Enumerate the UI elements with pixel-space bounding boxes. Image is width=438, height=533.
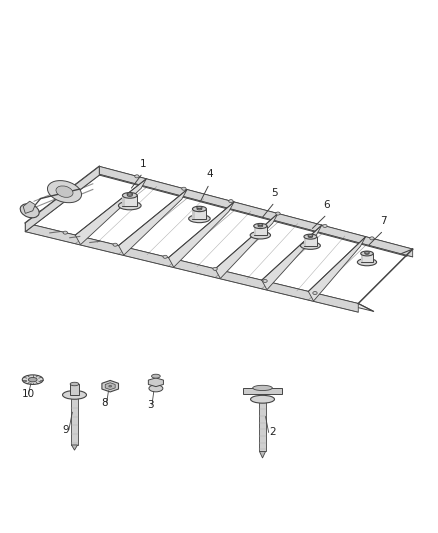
Polygon shape <box>169 202 234 267</box>
Ellipse shape <box>263 279 267 282</box>
Ellipse shape <box>258 225 263 227</box>
Text: 6: 6 <box>324 200 330 210</box>
Polygon shape <box>259 399 265 451</box>
Ellipse shape <box>109 385 112 387</box>
Ellipse shape <box>276 212 280 215</box>
Text: 5: 5 <box>272 188 278 198</box>
Polygon shape <box>119 190 187 255</box>
Polygon shape <box>94 166 413 256</box>
Ellipse shape <box>304 234 317 239</box>
Ellipse shape <box>63 231 67 234</box>
Polygon shape <box>123 196 125 206</box>
Ellipse shape <box>70 382 79 386</box>
Ellipse shape <box>313 292 317 295</box>
Polygon shape <box>25 166 99 232</box>
Polygon shape <box>192 209 206 219</box>
Polygon shape <box>304 237 306 246</box>
Ellipse shape <box>47 181 81 203</box>
Polygon shape <box>304 237 317 246</box>
Ellipse shape <box>63 391 86 399</box>
Polygon shape <box>25 223 358 312</box>
Ellipse shape <box>123 192 137 198</box>
Polygon shape <box>258 224 263 226</box>
Ellipse shape <box>163 255 167 259</box>
Ellipse shape <box>323 224 327 228</box>
Text: 9: 9 <box>63 425 69 435</box>
Ellipse shape <box>56 186 73 197</box>
Ellipse shape <box>149 385 163 392</box>
Ellipse shape <box>28 377 37 382</box>
Ellipse shape <box>213 268 217 270</box>
Ellipse shape <box>300 242 320 249</box>
Polygon shape <box>127 193 133 195</box>
Polygon shape <box>71 445 78 450</box>
Polygon shape <box>361 254 363 262</box>
Polygon shape <box>243 388 282 393</box>
Ellipse shape <box>361 251 373 256</box>
Polygon shape <box>105 383 115 390</box>
Ellipse shape <box>20 204 39 218</box>
Ellipse shape <box>229 199 233 203</box>
Text: 3: 3 <box>147 400 154 410</box>
Polygon shape <box>102 381 119 392</box>
Text: 2: 2 <box>269 427 276 438</box>
Polygon shape <box>70 384 79 395</box>
Polygon shape <box>71 395 78 445</box>
Text: 4: 4 <box>206 169 213 180</box>
Ellipse shape <box>253 385 272 391</box>
Polygon shape <box>254 226 267 235</box>
Ellipse shape <box>250 231 271 239</box>
Ellipse shape <box>370 237 374 240</box>
Polygon shape <box>259 451 265 458</box>
Ellipse shape <box>22 375 43 384</box>
Ellipse shape <box>135 175 139 178</box>
Polygon shape <box>361 254 373 262</box>
Ellipse shape <box>197 208 202 210</box>
Ellipse shape <box>127 195 132 196</box>
Polygon shape <box>23 201 35 213</box>
Polygon shape <box>365 252 369 253</box>
Polygon shape <box>215 214 278 278</box>
Ellipse shape <box>189 215 210 223</box>
Polygon shape <box>99 166 413 257</box>
Ellipse shape <box>118 201 141 210</box>
Polygon shape <box>308 235 313 237</box>
Polygon shape <box>75 179 146 245</box>
Ellipse shape <box>152 374 160 378</box>
Ellipse shape <box>251 395 275 403</box>
Ellipse shape <box>254 223 267 229</box>
Polygon shape <box>197 207 202 209</box>
Polygon shape <box>123 196 137 206</box>
Polygon shape <box>262 225 322 290</box>
Ellipse shape <box>192 206 206 212</box>
Text: 10: 10 <box>22 389 35 399</box>
Ellipse shape <box>182 187 186 190</box>
Polygon shape <box>308 237 366 301</box>
Text: 8: 8 <box>102 398 108 408</box>
Ellipse shape <box>365 253 369 254</box>
Text: 1: 1 <box>140 159 146 168</box>
Ellipse shape <box>113 243 117 246</box>
Ellipse shape <box>308 236 313 238</box>
Polygon shape <box>192 209 194 219</box>
Polygon shape <box>254 226 256 235</box>
Polygon shape <box>25 223 374 311</box>
Text: 7: 7 <box>380 216 387 226</box>
Ellipse shape <box>357 259 377 266</box>
Polygon shape <box>148 378 163 386</box>
